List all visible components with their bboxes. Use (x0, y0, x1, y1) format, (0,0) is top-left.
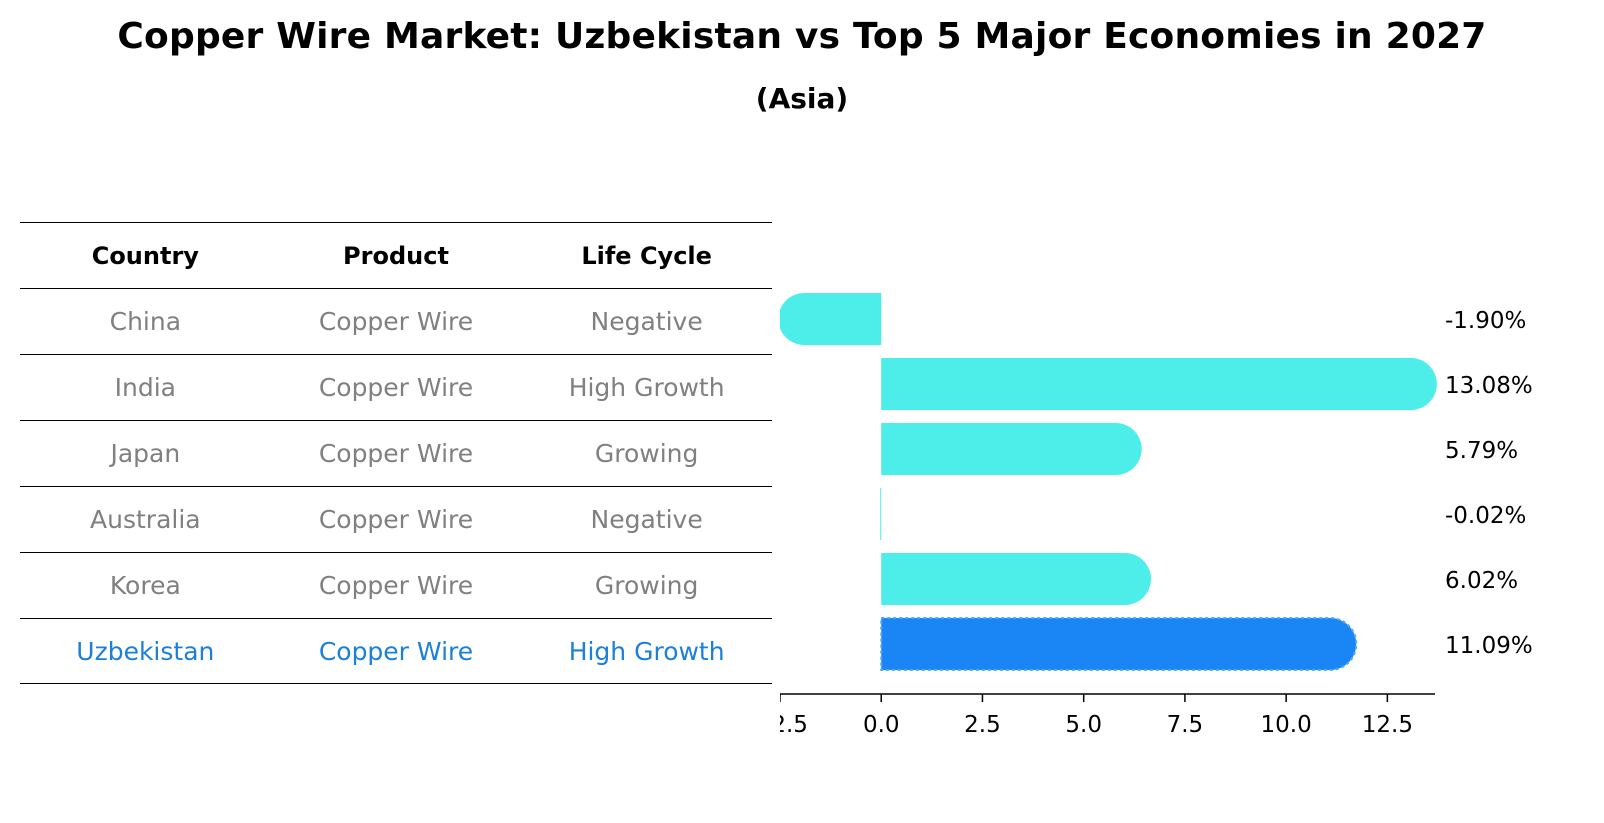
cell-product: Copper Wire (318, 307, 474, 336)
cell-life-cycle: High Growth (568, 373, 725, 402)
table-row: Korea Copper Wire Growing (20, 552, 772, 618)
bar (881, 423, 1142, 475)
x-tick-label: 12.5 (1362, 712, 1413, 738)
cell-country: China (109, 307, 182, 336)
cell-country: Uzbekistan (76, 636, 215, 666)
cell-product: Copper Wire (318, 571, 474, 600)
cell-country: Japan (110, 439, 181, 468)
bar (881, 553, 1151, 605)
value-label: 11.09% (1445, 633, 1533, 659)
cell-life-cycle: High Growth (568, 636, 725, 666)
x-tick-label: 2.5 (964, 712, 1001, 738)
data-table: Country Product Life Cycle China Copper … (20, 222, 772, 684)
cell-product: Copper Wire (318, 505, 474, 534)
bar (881, 358, 1437, 410)
bar (780, 293, 882, 345)
chart-subtitle: (Asia) (755, 82, 849, 115)
value-label: -0.02% (1445, 503, 1526, 529)
cell-life-cycle: Negative (590, 505, 703, 534)
bar (880, 488, 882, 540)
cell-life-cycle: Negative (590, 307, 703, 336)
value-label: 6.02% (1445, 568, 1518, 594)
header-country: Country (91, 241, 199, 270)
value-label: -1.90% (1445, 308, 1526, 334)
cell-life-cycle: Growing (594, 571, 699, 600)
x-tick-label: 10.0 (1261, 712, 1312, 738)
x-tick-label: 0.0 (863, 712, 900, 738)
cell-country: Australia (90, 505, 201, 534)
x-tick-label: −2.5 (780, 712, 808, 738)
table-row-highlight: Uzbekistan Copper Wire High Growth (20, 618, 772, 684)
cell-life-cycle: Growing (594, 439, 699, 468)
chart-title: Copper Wire Market: Uzbekistan vs Top 5 … (117, 16, 1487, 57)
table-row: India Copper Wire High Growth (20, 354, 772, 420)
bar-chart: -1.90% 13.08% 5.79% -0.02% 6.02% 11.09% −2.5 0.… (780, 293, 1533, 738)
header-life-cycle: Life Cycle (581, 241, 712, 270)
table-row: Australia Copper Wire Negative (20, 486, 772, 552)
table-header-row: Country Product Life Cycle (20, 222, 772, 288)
table-row: China Copper Wire Negative (20, 288, 772, 354)
cell-product: Copper Wire (318, 373, 474, 402)
bar-highlight (880, 617, 1358, 671)
value-label: 13.08% (1445, 373, 1533, 399)
cell-product: Copper Wire (318, 439, 474, 468)
cell-country: Korea (109, 571, 181, 600)
table-row: Japan Copper Wire Growing (20, 420, 772, 486)
header-product: Product (343, 241, 449, 270)
cell-product: Copper Wire (318, 636, 474, 666)
x-tick-label: 5.0 (1065, 712, 1102, 738)
x-tick-label: 7.5 (1167, 712, 1204, 738)
cell-country: India (114, 373, 176, 402)
value-label: 5.79% (1445, 438, 1518, 464)
